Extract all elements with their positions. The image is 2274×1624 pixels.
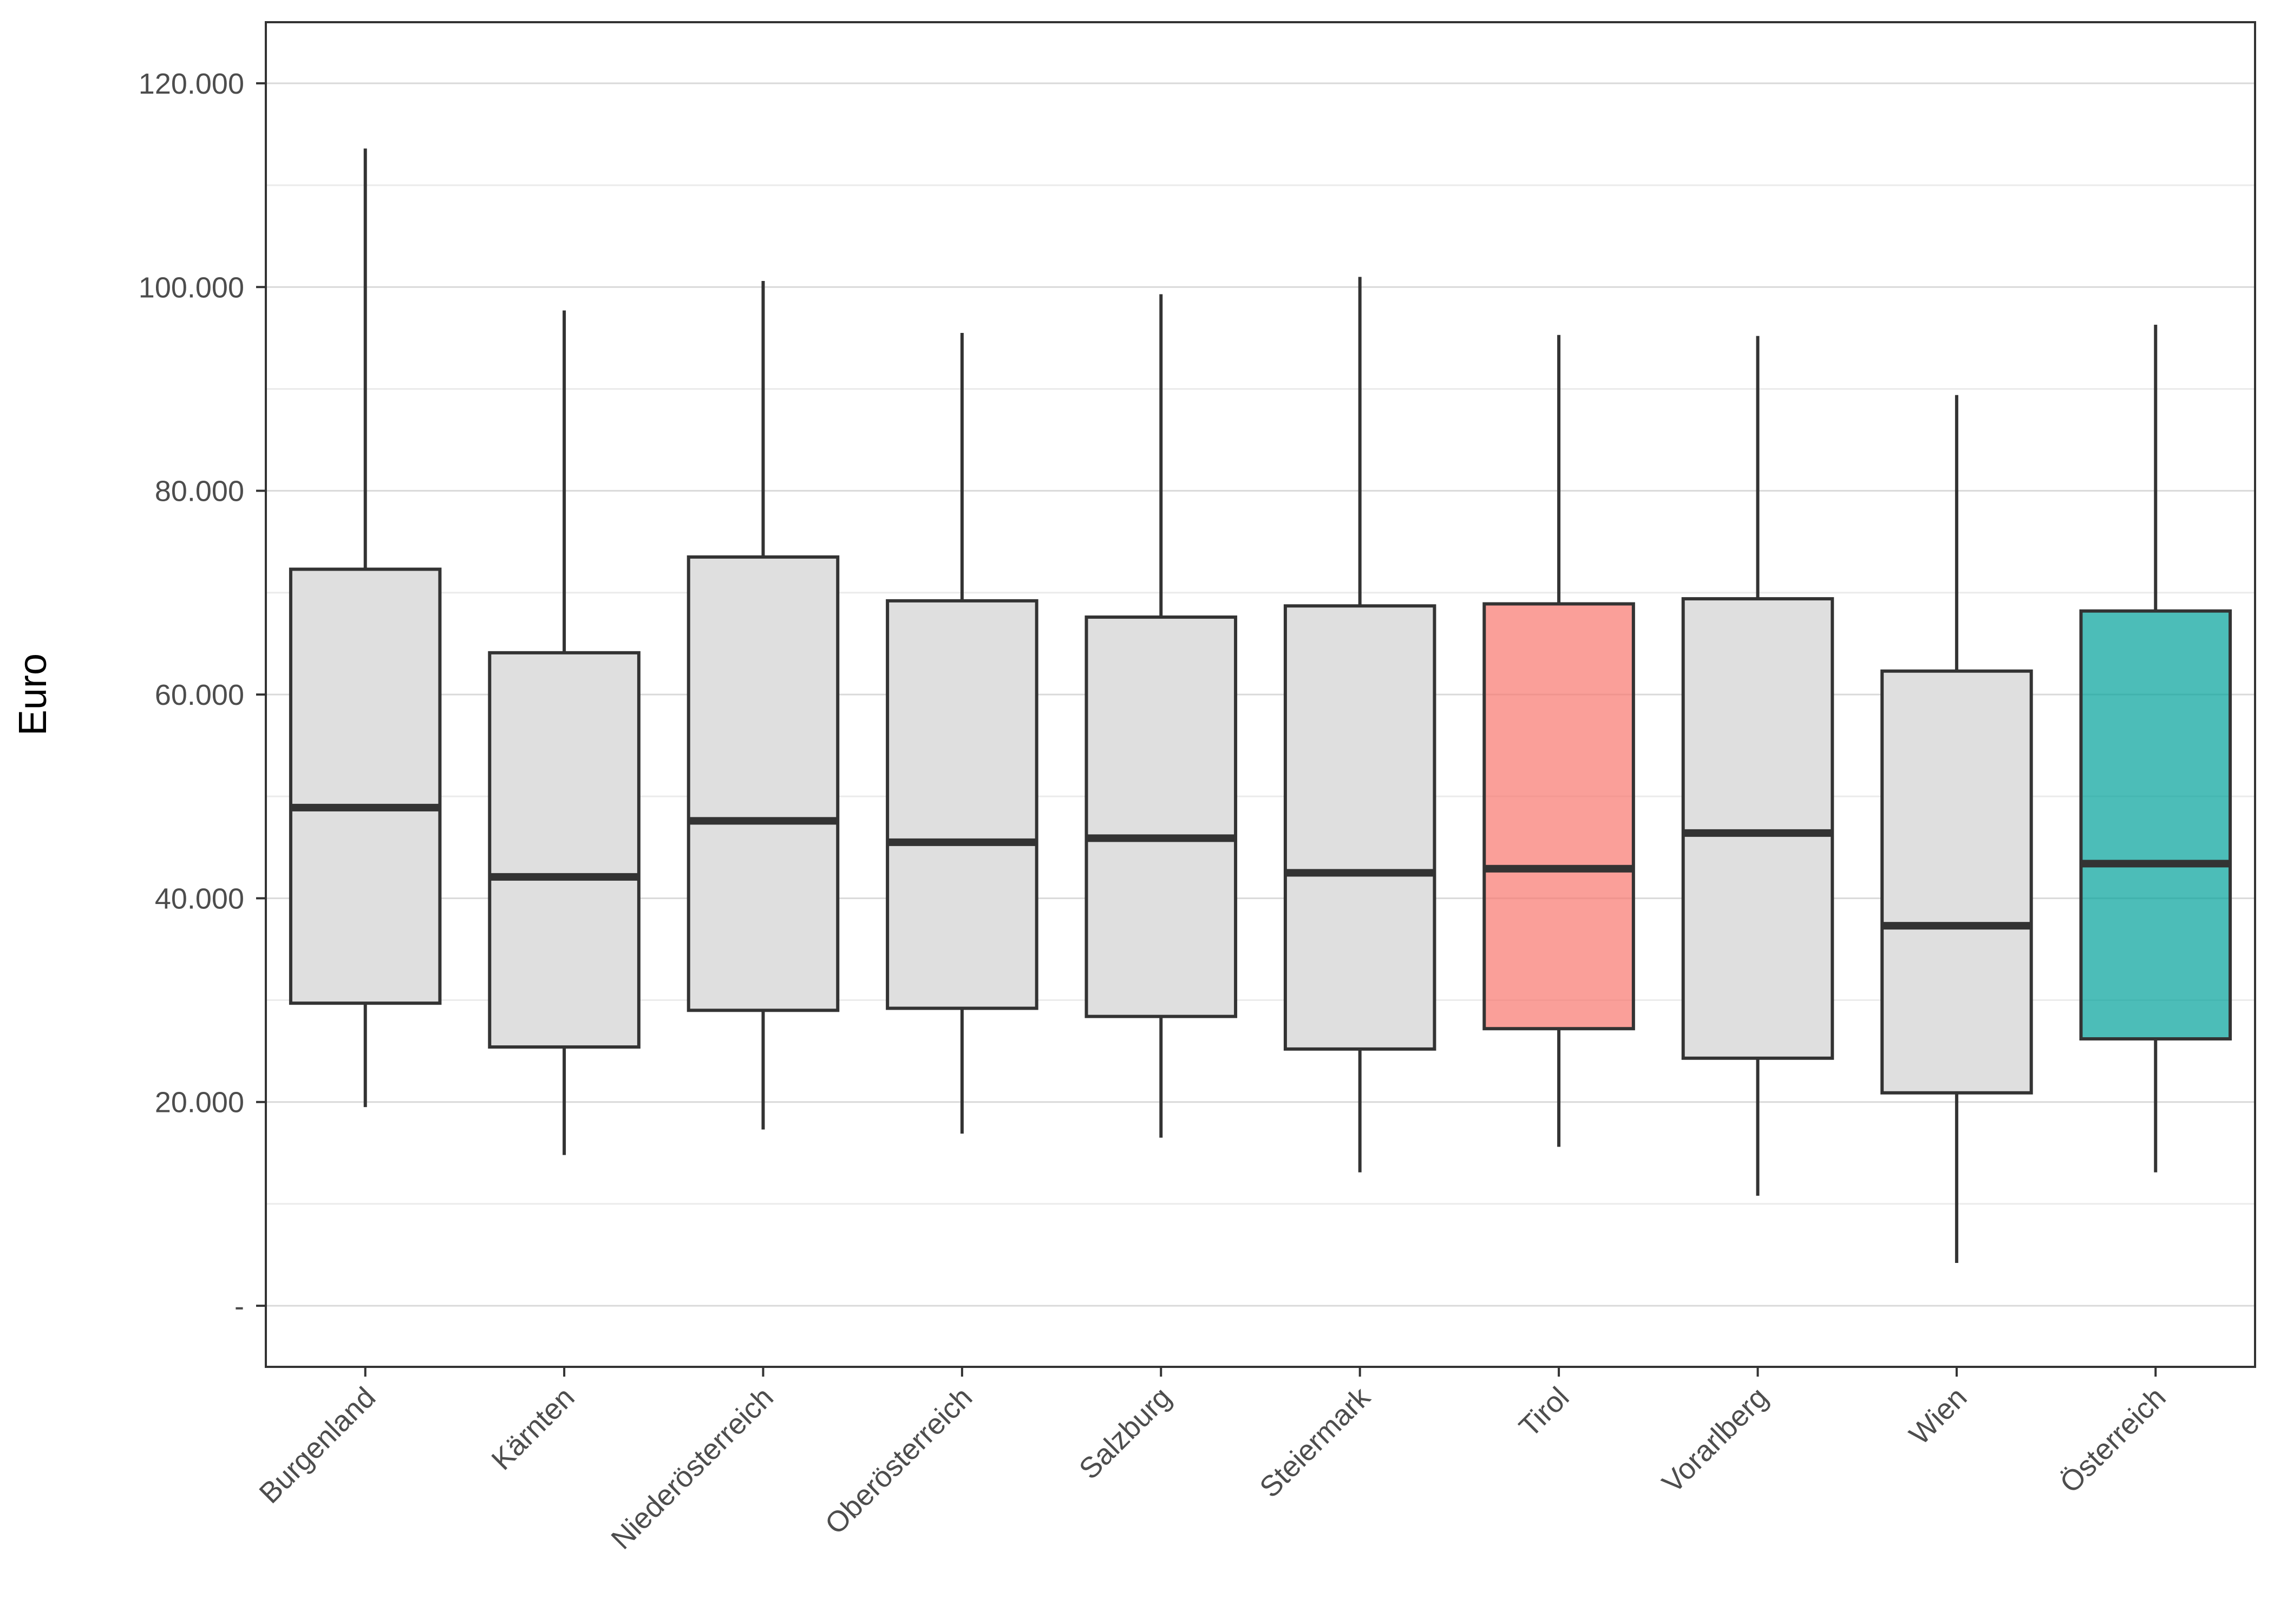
x-tick-label: Oberösterreich <box>819 1381 978 1541</box>
box-iqr <box>1482 602 1635 1031</box>
box-burgenland <box>289 148 442 1108</box>
box-iqr <box>1681 597 1834 1060</box>
y-tick-label: 120.000 <box>139 68 244 100</box>
x-tick-label: Kärnten <box>485 1381 580 1476</box>
box-tirol <box>1482 335 1635 1147</box>
x-tick-label: Österreich <box>2054 1381 2172 1499</box>
box-iqr <box>886 599 1038 1010</box>
y-axis-title: Euro <box>11 653 55 736</box>
box-iqr <box>289 567 442 1005</box>
box-iqr <box>2079 609 2232 1041</box>
box-iqr <box>1283 604 1436 1051</box>
box-iqr <box>1084 615 1238 1018</box>
box-iqr <box>488 651 641 1049</box>
y-tick-label: 20.000 <box>155 1086 244 1119</box>
x-tick-label: Burgenland <box>253 1381 382 1510</box>
y-tick-label: - <box>234 1290 244 1322</box>
box-niederösterreich <box>687 280 840 1130</box>
box-iqr <box>687 555 840 1012</box>
y-tick-label: 60.000 <box>155 679 244 711</box>
box-vorarlberg <box>1681 336 1834 1196</box>
x-tick-label: Wien <box>1903 1381 1973 1451</box>
y-tick-label: 100.000 <box>139 271 244 304</box>
boxes <box>289 148 2232 1263</box>
box-wien <box>1880 395 2033 1263</box>
box-salzburg <box>1084 294 1238 1138</box>
x-tick-label: Salzburg <box>1073 1381 1178 1485</box>
x-tick-label: Tirol <box>1513 1381 1575 1443</box>
box-österreich <box>2079 324 2232 1173</box>
x-tick-label: Niederösterreich <box>605 1381 780 1556</box>
box-iqr <box>1880 669 2033 1095</box>
box-kärnten <box>488 310 641 1155</box>
x-tick-label: Steiermark <box>1253 1380 1377 1504</box>
x-tick-label: Vorarlberg <box>1656 1381 1774 1499</box>
box-oberösterreich <box>886 332 1038 1134</box>
box-steiermark <box>1283 277 1436 1173</box>
y-tick-label: 40.000 <box>155 882 244 915</box>
y-tick-label: 80.000 <box>155 475 244 508</box>
